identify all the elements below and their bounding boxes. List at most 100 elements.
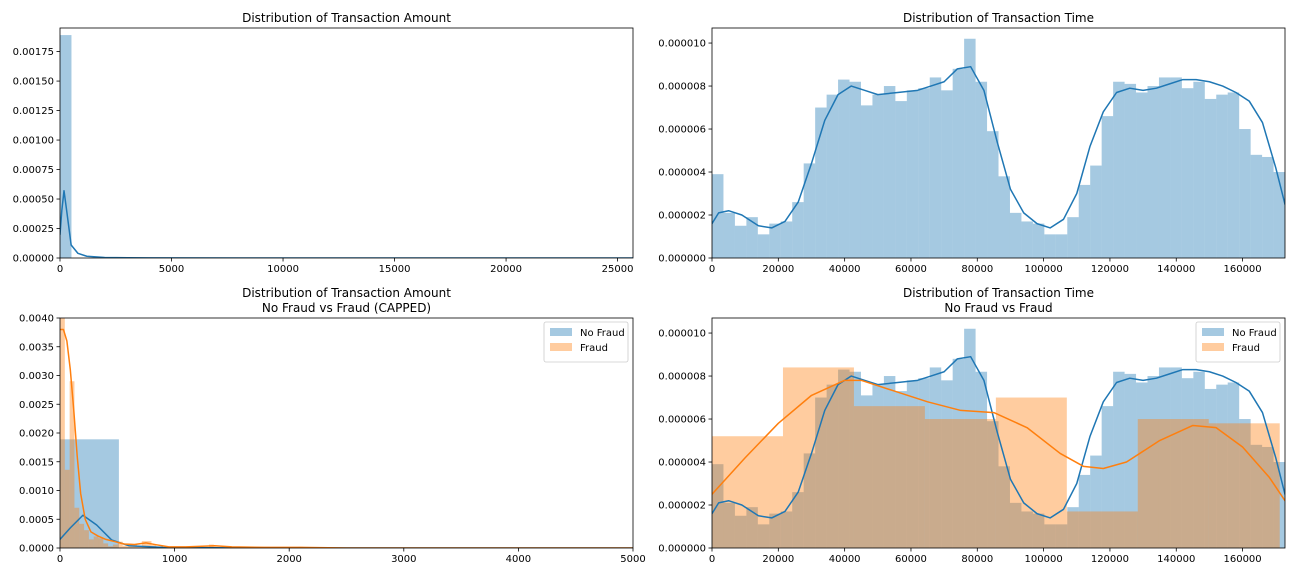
histogram-bar (1021, 221, 1033, 258)
x-tick-label: 15000 (379, 264, 411, 275)
histogram-bar (1227, 382, 1240, 548)
series-bars-fraud (712, 367, 1280, 548)
histogram-bar (860, 105, 873, 258)
x-tick-label: 2000 (276, 554, 301, 565)
legend-swatch-blue (550, 328, 572, 336)
x-tick-label: 25000 (602, 264, 634, 275)
histogram-bar (1147, 376, 1159, 548)
chart-time-fraud-comparison: 0 20000 40000 60000 80000 100000 120000 140000 1… (658, 286, 1286, 565)
histogram-bar (1066, 511, 1138, 548)
x-tick-label: 0 (57, 264, 63, 275)
histogram-bar (792, 202, 804, 258)
histogram-bar (1216, 384, 1228, 548)
histogram-bar (98, 538, 104, 548)
legend-swatch-orange (1202, 343, 1224, 351)
histogram-bar (895, 101, 907, 258)
histogram-bar (883, 86, 896, 258)
histogram-bar (987, 421, 999, 548)
x-tick-label: 0 (57, 554, 63, 565)
histogram-bar (826, 384, 839, 548)
histogram-bar (780, 511, 793, 548)
histogram-bar (1032, 223, 1045, 258)
legend-label: No Fraud (1232, 328, 1277, 339)
y-tick-label: 0.0035 (19, 342, 54, 353)
x-tick-label: 4000 (506, 554, 531, 565)
y-tick-label: 0.000010 (658, 329, 706, 340)
chart-time-distribution: 0 20000 40000 60000 80000 100000 120000 140000 1… (658, 11, 1286, 275)
histogram-bar (1032, 513, 1045, 548)
histogram-bar (1239, 129, 1251, 258)
histogram-bar (838, 79, 850, 258)
histogram-bar (941, 380, 953, 548)
histogram-bar (1124, 373, 1137, 548)
y-tick-label: 0.000002 (658, 211, 706, 222)
histogram-bar (1055, 234, 1068, 258)
histogram-bar (826, 94, 839, 258)
histogram-bar (1193, 371, 1205, 548)
histogram-bar (849, 371, 861, 548)
x-tick-label: 160000 (1223, 554, 1261, 565)
y-tick-label: 0.00000 (13, 254, 54, 265)
histogram-bar (1009, 212, 1022, 258)
x-tick-label: 0 (709, 554, 715, 565)
histogram-bar (918, 88, 930, 258)
histogram-bar (1262, 446, 1274, 548)
histogram-bar (84, 530, 89, 548)
histogram-bar (1101, 116, 1114, 258)
histogram-bar (1216, 94, 1228, 258)
y-tick-label: 0.000004 (658, 458, 706, 469)
histogram-bar (108, 546, 113, 548)
histogram-bar (838, 369, 850, 548)
x-tick-label: 20000 (762, 554, 794, 565)
histogram-bar (1250, 444, 1263, 548)
histogram-bar (780, 221, 793, 258)
histogram-bar (1113, 371, 1125, 548)
x-tick-label: 160000 (1223, 264, 1261, 275)
histogram-bar (723, 212, 735, 258)
histogram-bar (1147, 86, 1159, 258)
y-tick-label: 0.0005 (19, 515, 54, 526)
histogram-bar (1193, 81, 1205, 258)
histogram-bar (1204, 388, 1217, 548)
histogram-bar (1204, 98, 1217, 258)
y-tick-label: 0.0015 (19, 457, 54, 468)
histogram-bar (1021, 511, 1033, 548)
x-tick-label: 10000 (267, 264, 299, 275)
histogram-bar (60, 35, 72, 258)
histogram-bar (860, 395, 873, 548)
histogram-bar (1227, 92, 1240, 258)
histogram-bar (712, 174, 724, 258)
chart-title: Distribution of Transaction Amount No Fra… (242, 286, 451, 315)
histogram-bar (769, 223, 781, 258)
histogram-bar (998, 466, 1010, 548)
histogram-bar (1078, 184, 1091, 258)
histogram-bar (906, 380, 919, 548)
kde-line-no-fraud (712, 355, 1285, 519)
series-bars-main (60, 35, 72, 258)
histogram-bar (872, 94, 884, 258)
histogram-bar (815, 397, 827, 548)
y-tick-label: 0.00175 (13, 47, 54, 58)
legend-box (543, 321, 629, 363)
legend: No Fraud Fraud (543, 321, 629, 363)
x-tick-label: 60000 (895, 264, 927, 275)
histogram-bar (853, 406, 925, 548)
histogram-bar (849, 81, 861, 258)
x-tick-label: 120000 (1091, 264, 1129, 275)
legend-label: No Fraud (580, 328, 625, 339)
y-tick-label: 0.000006 (658, 415, 706, 426)
histogram-bar (1239, 419, 1251, 548)
legend-swatch-orange (550, 343, 572, 351)
y-tick-label: 0.0040 (19, 314, 54, 325)
histogram-bar (69, 381, 75, 548)
histogram-bar (64, 469, 70, 548)
kde-line-main (712, 65, 1285, 229)
histogram-bar (1136, 92, 1148, 258)
y-tick-label: 0.00150 (13, 77, 54, 88)
histogram-bar (1262, 156, 1274, 258)
y-tick-label: 0.000004 (658, 168, 706, 179)
histogram-bar (734, 515, 747, 548)
histogram-bar (1273, 172, 1285, 258)
histogram-bar (122, 545, 128, 548)
